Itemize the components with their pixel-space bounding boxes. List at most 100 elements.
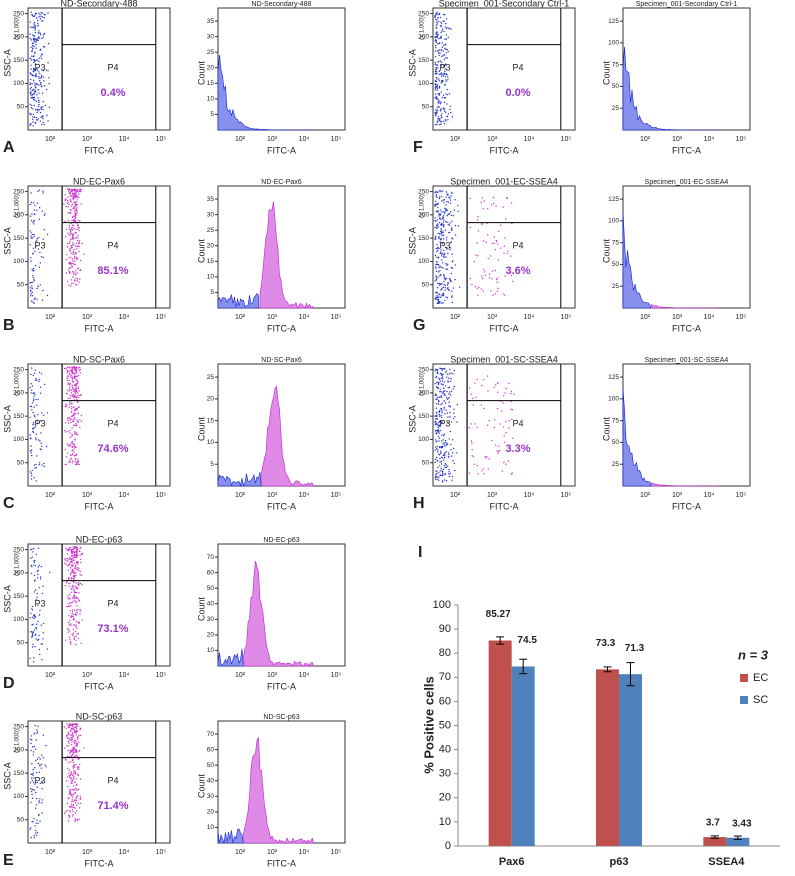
- y-tick-label: 20: [439, 792, 451, 804]
- event-dot: [76, 245, 79, 247]
- event-dot: [45, 744, 47, 747]
- event-dot: [32, 430, 34, 433]
- event-dot: [491, 242, 494, 245]
- event-dot: [448, 377, 450, 379]
- event-dot: [67, 444, 70, 447]
- event-dot: [31, 268, 33, 271]
- event-dot: [441, 195, 443, 198]
- event-dot: [37, 577, 39, 579]
- event-dot: [435, 439, 437, 441]
- event-dot: [40, 643, 42, 645]
- event-dot: [76, 258, 78, 260]
- event-dot: [445, 111, 447, 114]
- event-dot: [32, 374, 34, 377]
- event-dot: [474, 382, 476, 384]
- event-dot: [451, 116, 454, 118]
- event-dot: [35, 633, 37, 635]
- event-dot: [436, 19, 438, 21]
- event-dot: [434, 254, 437, 257]
- event-dot: [33, 431, 35, 433]
- event-dot: [435, 376, 437, 379]
- event-dot: [32, 301, 34, 303]
- event-dot: [450, 241, 453, 243]
- event-dot: [40, 107, 42, 109]
- event-dot: [77, 406, 79, 408]
- event-dot: [34, 646, 36, 648]
- event-dot: [75, 379, 77, 381]
- event-dot: [68, 257, 70, 259]
- event-dot: [438, 42, 441, 44]
- event-dot: [69, 443, 72, 446]
- event-dot: [73, 764, 75, 767]
- event-dot: [33, 15, 35, 18]
- event-dot: [32, 59, 35, 61]
- x-tick-label: 10⁴: [119, 672, 130, 679]
- event-dot: [435, 225, 438, 227]
- event-dot: [437, 459, 439, 462]
- event-dot: [443, 212, 446, 214]
- event-dot: [441, 28, 444, 30]
- event-dot: [31, 624, 33, 626]
- event-dot: [33, 23, 35, 25]
- event-dot: [70, 751, 72, 753]
- event-dot: [38, 37, 40, 39]
- event-dot: [39, 392, 42, 394]
- event-dot: [510, 473, 512, 475]
- event-dot: [80, 558, 82, 561]
- event-dot: [65, 456, 68, 458]
- event-dot: [437, 43, 439, 45]
- event-dot: [72, 779, 74, 781]
- event-dot: [495, 205, 497, 207]
- event-dot: [30, 192, 32, 194]
- event-dot: [38, 371, 41, 374]
- event-dot: [436, 440, 438, 443]
- event-dot: [65, 727, 67, 729]
- event-dot: [78, 374, 80, 376]
- event-dot: [473, 463, 475, 465]
- gate-label: P4: [107, 598, 118, 608]
- gate-label: P3: [34, 418, 45, 428]
- event-dot: [435, 190, 437, 193]
- event-dot: [31, 385, 34, 387]
- event-dot: [508, 420, 510, 422]
- event-dot: [447, 421, 449, 424]
- event-dot: [445, 256, 447, 258]
- event-dot: [437, 383, 440, 385]
- event-dot: [74, 601, 77, 604]
- event-dot: [436, 451, 439, 453]
- event-dot: [77, 460, 79, 462]
- event-dot: [31, 74, 33, 76]
- gate-percent: 74.6%: [97, 443, 128, 455]
- event-dot: [70, 778, 73, 780]
- event-dot: [434, 36, 436, 38]
- event-dot: [434, 85, 437, 87]
- event-dot: [31, 285, 33, 287]
- y-tick-label: 20: [207, 632, 215, 639]
- event-dot: [441, 61, 443, 63]
- event-dot: [74, 216, 77, 218]
- event-dot: [31, 402, 34, 404]
- histogram-title: ND-EC-Pax6: [261, 179, 302, 186]
- event-dot: [35, 12, 37, 15]
- event-dot: [71, 577, 73, 580]
- x-tick-label: 10⁵: [331, 314, 342, 321]
- event-dot: [450, 214, 453, 217]
- event-dot: [75, 396, 77, 398]
- event-dot: [76, 547, 79, 549]
- event-dot: [76, 199, 78, 201]
- event-dot: [71, 406, 73, 408]
- event-dot: [476, 219, 479, 221]
- event-dot: [34, 565, 37, 567]
- event-dot: [442, 293, 444, 295]
- gate-percent: 3.6%: [505, 265, 530, 277]
- gate-label: P3: [439, 418, 450, 428]
- event-dot: [442, 221, 445, 223]
- event-dot: [436, 224, 439, 226]
- event-dot: [450, 280, 452, 283]
- event-dot: [444, 277, 446, 279]
- event-dot: [67, 550, 70, 552]
- event-dot: [42, 36, 44, 38]
- event-dot: [452, 238, 454, 240]
- event-dot: [69, 739, 72, 741]
- event-dot: [488, 277, 491, 279]
